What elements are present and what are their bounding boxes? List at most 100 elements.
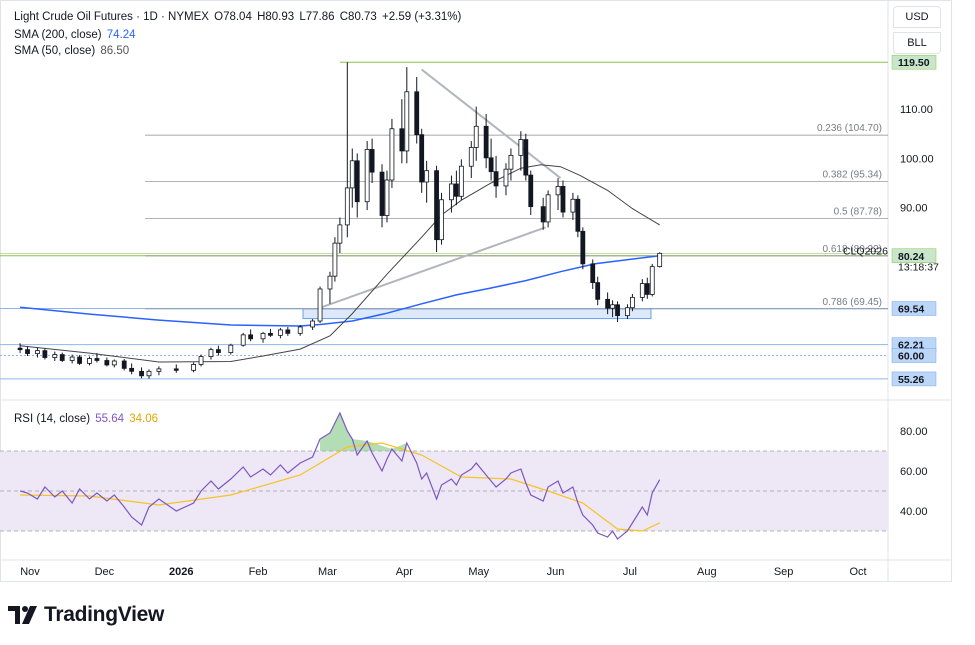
candle-up [468,147,474,167]
candle-up [473,125,479,148]
triangle-upper-line [421,68,562,179]
candle-up [625,307,630,317]
sma200-value: 74.24 [106,29,136,41]
candle-up [52,354,58,358]
candle-down [129,367,135,372]
candle-up [657,252,663,268]
candle-up [649,266,655,295]
candle-up [228,344,234,353]
candle-up [208,349,214,357]
time-tick-label: Sep [774,566,794,578]
time-tick-label: Dec [95,566,115,578]
rsi-legend[interactable]: RSI (14, close) 55.64 34.06 [14,413,160,425]
sma50-legend[interactable]: SMA (50, close) 86.50 [14,45,131,57]
candle-down [268,332,273,336]
candle-down [216,349,221,353]
fib-label: 0.5 (87.78) [834,207,882,218]
candle-up [364,149,370,203]
sma50-line [20,164,660,363]
time-tick-label: Nov [20,566,40,578]
candle-down [560,186,566,213]
price-tag [891,301,937,316]
candle-down [523,139,529,176]
fib-label: 0.618 (80.22) [823,244,883,255]
candle-up [327,275,333,290]
candle-up [198,356,204,365]
rsi-line [19,411,661,540]
rsi-ma-value: 34.06 [129,413,159,425]
candle-up [404,91,410,152]
time-tick-label: 2026 [169,566,193,578]
candle-down [595,282,601,300]
sma200-legend[interactable]: SMA (200, close) 74.24 [14,29,138,41]
candle-down [644,283,650,295]
candle-up [240,334,246,346]
candle-down [615,304,620,317]
candle-up [630,296,635,309]
candle-up [570,198,576,213]
candle-up [424,170,430,183]
candle-down [121,360,127,369]
candle-down [379,171,385,216]
candle-down [414,91,420,136]
candle-down [25,349,30,354]
sma200-line [20,255,660,327]
candle-down [580,230,586,265]
candle-down [139,370,144,377]
fib-label: 0.236 (104.70) [817,123,882,134]
currency-button[interactable]: USD [893,6,941,28]
candle-up [555,186,561,196]
candle-up [277,329,283,336]
candle-up [518,139,524,156]
candle-down [434,170,439,241]
candle-up [503,168,509,187]
candle-up [332,242,338,277]
time-tick-label: Feb [249,566,268,578]
rsi-value: 55.64 [95,413,125,425]
candle-down [42,350,48,358]
rsi-label: RSI (14, close) [14,413,91,425]
open-value: O78.04 [214,11,252,23]
symbol-title[interactable]: Light Crude Oil Futures · 1D · NYMEX [14,11,209,23]
time-tick-label: Mar [318,566,337,578]
low-value: L77.86 [299,11,335,23]
candle-down [17,347,23,351]
candle-down [488,157,494,173]
candle-up [317,288,323,322]
price-tag-label: 69.54 [898,304,924,316]
fib-label: 0.786 (69.45) [823,297,883,308]
candle-down [104,360,110,366]
candle-up [35,350,40,354]
candle-down [419,134,425,183]
price-tag-label: 80.24 [898,251,924,263]
candle-down [77,356,82,364]
price-tag-label: 55.26 [898,374,924,386]
price-tag [891,54,937,70]
price-tag-label: 60.00 [898,351,924,363]
candle-down [399,128,405,152]
candle-up [111,360,117,366]
price-tag-label: 119.50 [898,57,930,69]
candle-up [260,332,266,340]
rsi-tick-label: 60.00 [900,466,928,478]
price-tag [891,348,937,363]
candle-down [540,206,546,223]
price-tag [891,371,937,387]
tradingview-logo[interactable]: TradingView [8,603,164,627]
candle-down [493,171,499,187]
candle-up [87,358,92,364]
candle-down [575,198,581,232]
triangle-lower-line [317,226,546,310]
candle-up [610,304,615,309]
rsi-overbought-fill [320,413,407,451]
unit-button[interactable]: BLL [893,32,941,54]
candle-up [310,320,316,328]
candle-down [94,358,100,361]
candle-down [59,354,65,361]
price-tick-label: 110.00 [900,104,933,116]
change-value: +2.59 (+3.31%) [382,11,462,23]
candle-up [344,187,350,226]
candle-up [508,154,514,170]
price-tick-label: 100.00 [900,153,934,165]
